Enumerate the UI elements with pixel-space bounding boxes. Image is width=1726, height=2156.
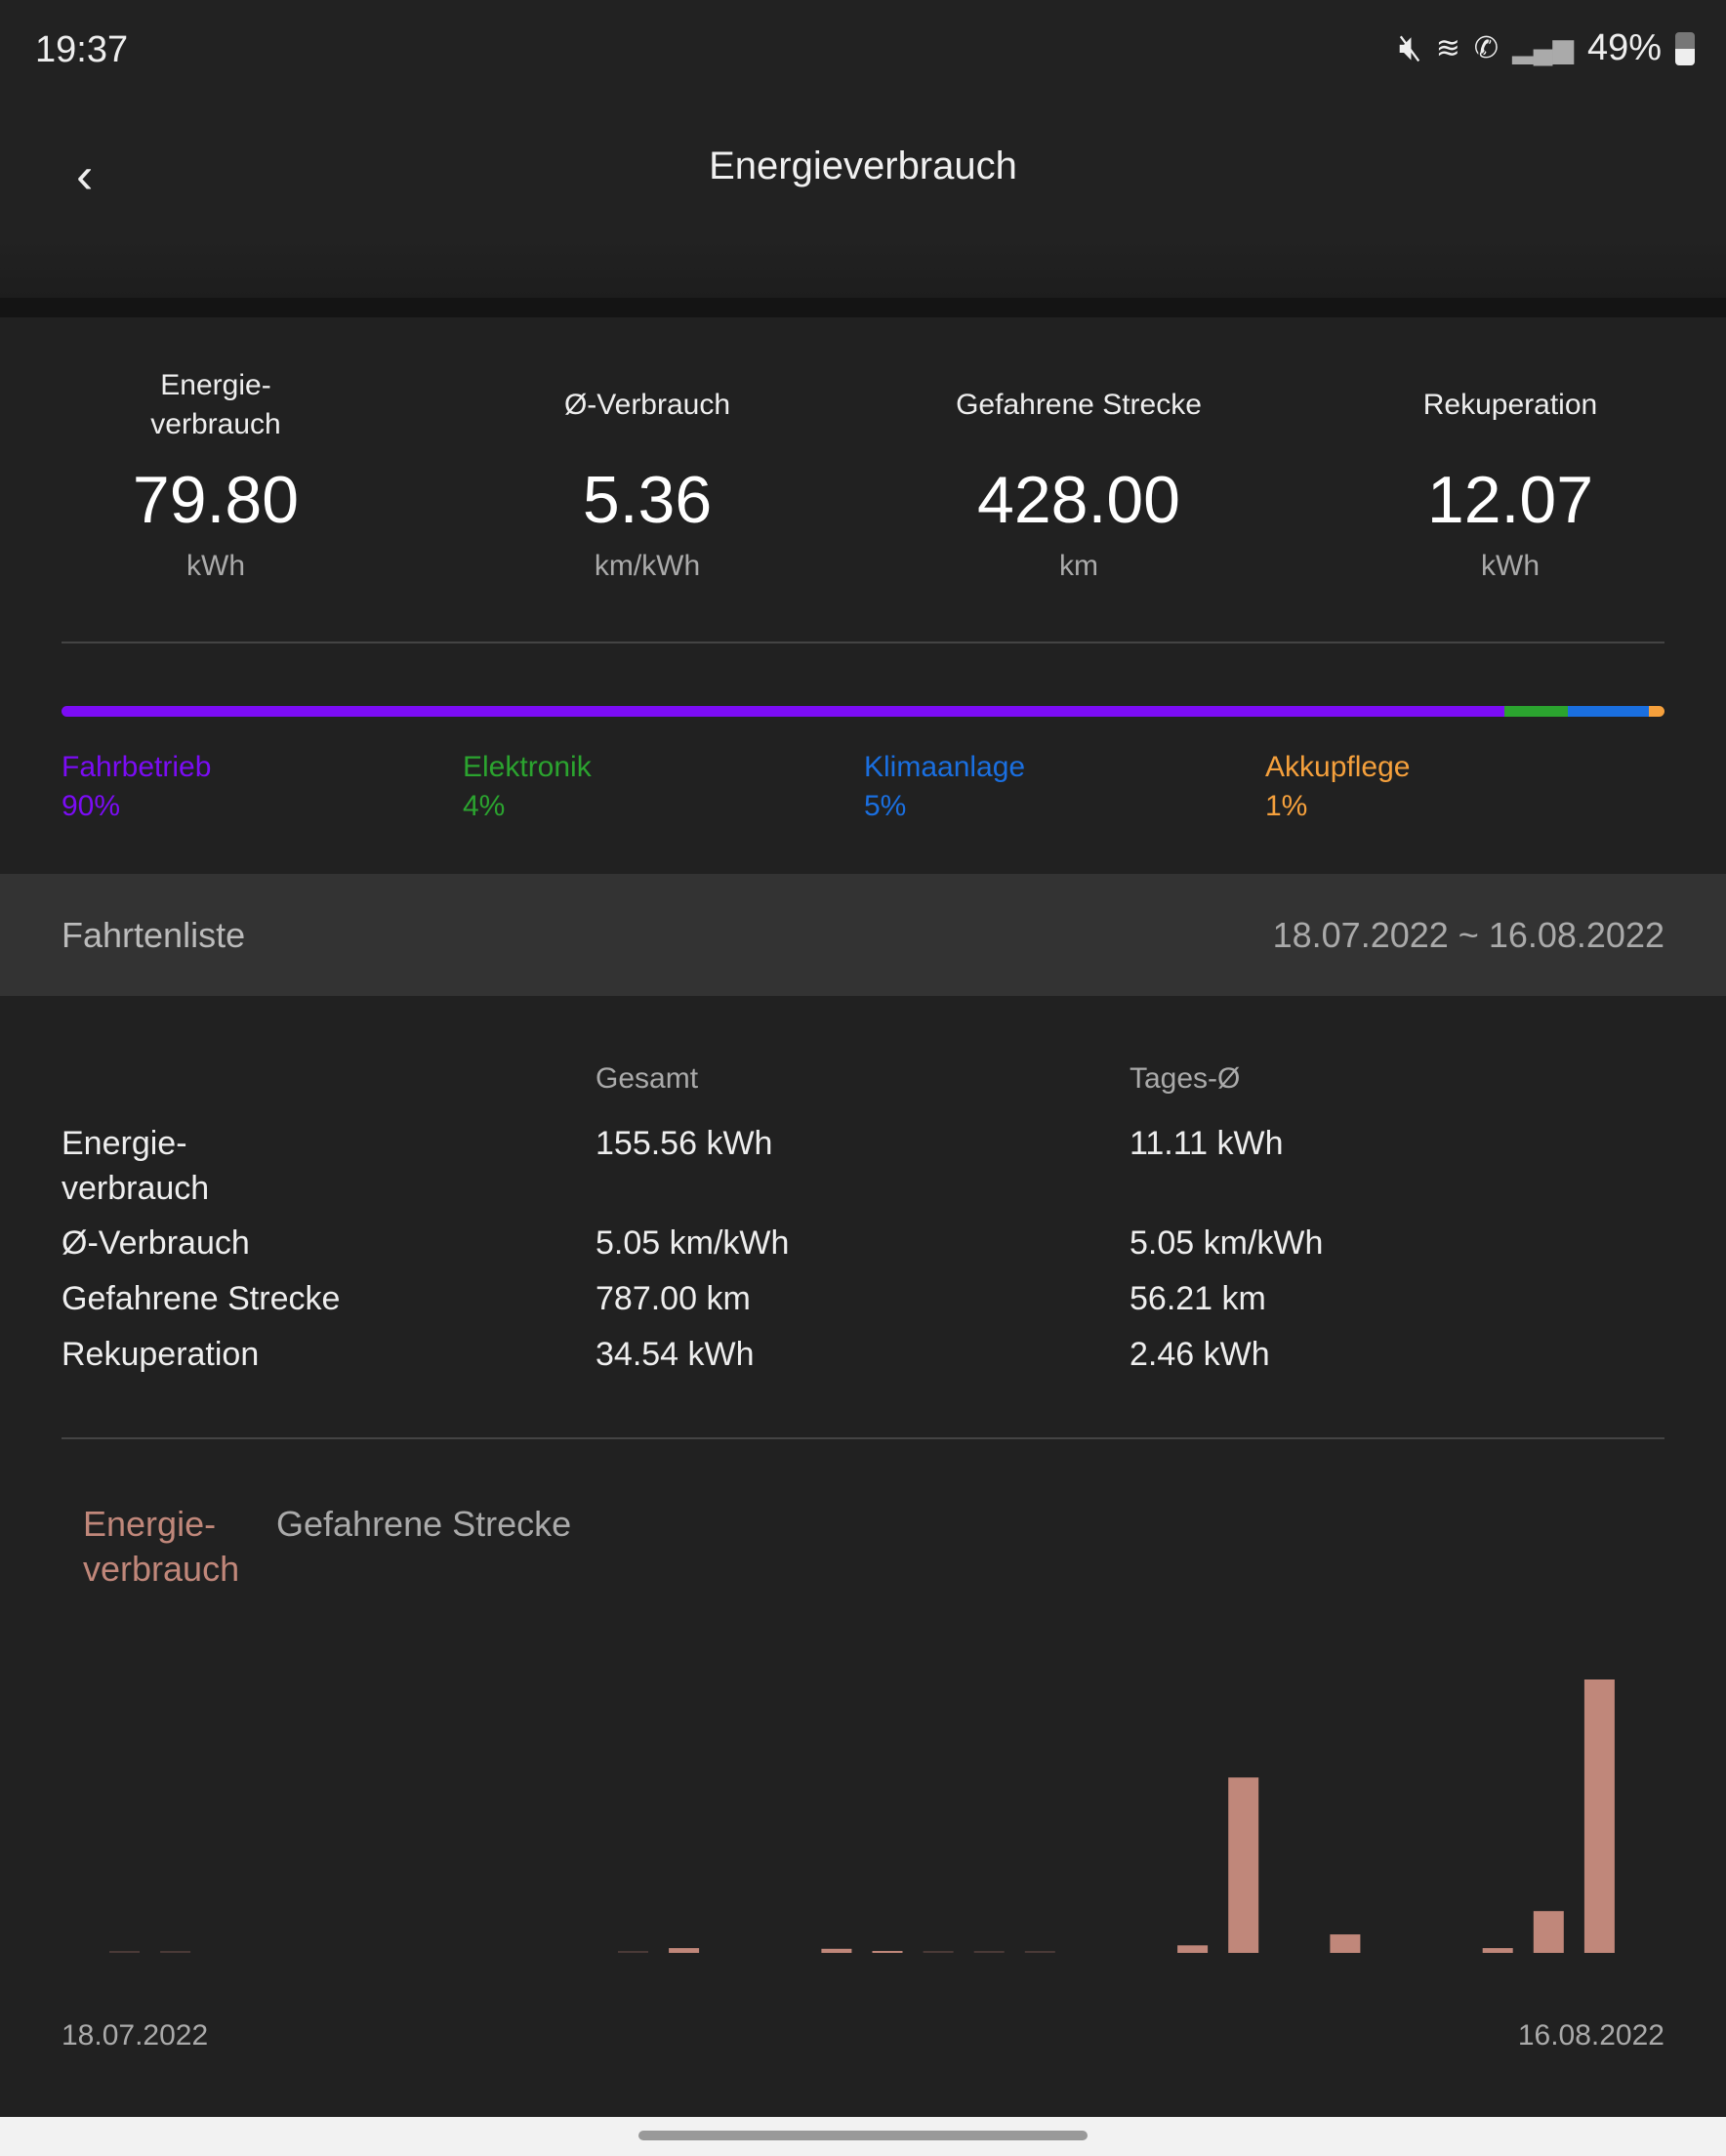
- summary-daily: 2.46 kWh: [1130, 1336, 1270, 1373]
- stat-unit: km/kWh: [594, 550, 701, 582]
- segment-fahrbetrieb: [62, 706, 1504, 717]
- bar-day-25[interactable]: [1330, 1934, 1361, 1953]
- chart-end-date: 16.08.2022: [1517, 2019, 1664, 2052]
- legend-label: Fahrbetrieb: [62, 751, 212, 783]
- summary-label: Ø-Verbrauch: [62, 1224, 250, 1262]
- column-header-total: Gesamt: [596, 1062, 699, 1095]
- tab-distance[interactable]: Gefahrene Strecke: [276, 1504, 572, 1544]
- wifi-calling-icon: ✆: [1473, 32, 1500, 64]
- stat-unit: kWh: [186, 550, 245, 582]
- back-button[interactable]: ‹: [76, 146, 93, 205]
- legend-percent: 5%: [864, 790, 907, 822]
- bar-day-18[interactable]: [973, 1951, 1005, 1953]
- segment-akkupflege: [1648, 706, 1664, 717]
- legend-item: Fahrbetrieb 90%: [62, 748, 211, 826]
- battery-percent: 49%: [1586, 27, 1662, 68]
- segment-klimaanlage: [1568, 706, 1649, 717]
- stat-label: Gefahrene Strecke: [956, 389, 1202, 421]
- clock: 19:37: [35, 29, 129, 70]
- bar-day-1[interactable]: [109, 1951, 140, 1953]
- summary-total: 787.00 km: [596, 1280, 751, 1317]
- stat-value: 12.07: [1426, 463, 1594, 537]
- bar-day-30[interactable]: [1583, 1679, 1615, 1953]
- summary-daily: 11.11 kWh: [1130, 1125, 1284, 1162]
- wifi-icon: ≋: [1435, 32, 1460, 64]
- trip-list-title: Fahrtenliste: [62, 915, 246, 955]
- legend-item: Klimaanlage 5%: [864, 748, 1025, 826]
- summary-total: 155.56 kWh: [596, 1125, 773, 1162]
- bar-day-19[interactable]: [1024, 1951, 1055, 1953]
- tab-energy[interactable]: Energie- verbrauch: [83, 1504, 240, 1589]
- home-handle[interactable]: [638, 2131, 1088, 2140]
- summary-label: Rekuperation: [62, 1336, 260, 1373]
- divider: [0, 298, 1726, 317]
- stat-3: Rekuperation 12.07 kWh: [1295, 366, 1725, 583]
- bar-day-2[interactable]: [160, 1951, 191, 1953]
- summary-label: Energie- verbrauch: [62, 1125, 210, 1207]
- divider: [62, 642, 1664, 643]
- page-title: Energieverbrauch: [709, 145, 1017, 187]
- stat-value: 428.00: [977, 463, 1180, 537]
- bar-day-29[interactable]: [1533, 1911, 1564, 1953]
- legend-item: Akkupflege 1%: [1265, 748, 1410, 826]
- bar-day-23[interactable]: [1228, 1777, 1259, 1953]
- stat-label: Ø-Verbrauch: [563, 389, 731, 421]
- divider: [62, 1437, 1664, 1439]
- legend-percent: 90%: [62, 790, 121, 822]
- bar-day-12[interactable]: [669, 1948, 700, 1953]
- summary-total: 34.54 kWh: [596, 1336, 755, 1373]
- stat-0: Energie- verbrauch 79.80 kWh: [1, 366, 431, 583]
- stat-label: Rekuperation: [1422, 389, 1598, 421]
- mute-icon: 🔇︎: [1398, 27, 1422, 68]
- bar-day-17[interactable]: [923, 1951, 954, 1953]
- navigation-bar: [0, 2117, 1726, 2156]
- bar-day-16[interactable]: [872, 1951, 903, 1953]
- stat-2: Gefahrene Strecke 428.00 km: [864, 366, 1294, 583]
- stat-label: Energie- verbrauch: [150, 369, 281, 440]
- segment-elektronik: [1503, 706, 1569, 717]
- stat-unit: km: [1059, 550, 1098, 582]
- chart-start-date: 18.07.2022: [62, 2019, 209, 2052]
- legend-percent: 1%: [1265, 790, 1308, 822]
- legend-item: Elektronik 4%: [463, 748, 592, 826]
- bar-day-22[interactable]: [1177, 1945, 1209, 1953]
- energy-bar-chart: [109, 1679, 1615, 1953]
- summary-daily: 56.21 km: [1130, 1280, 1266, 1317]
- stat-1: Ø-Verbrauch 5.36 km/kWh: [432, 366, 862, 583]
- legend-percent: 4%: [463, 790, 506, 822]
- bar-day-28[interactable]: [1482, 1948, 1513, 1953]
- date-range[interactable]: 18.07.2022 ~ 16.08.2022: [1272, 915, 1664, 955]
- chevron-left-icon: ‹: [76, 147, 94, 204]
- stat-unit: kWh: [1481, 550, 1540, 582]
- app-header: ‹ Energieverbrauch: [0, 98, 1726, 298]
- bar-day-11[interactable]: [618, 1951, 648, 1953]
- battery-icon: [1675, 31, 1695, 65]
- energy-breakdown-bar: [62, 706, 1664, 717]
- stat-value: 79.80: [132, 463, 300, 537]
- summary-label: Gefahrene Strecke: [62, 1280, 341, 1317]
- trip-list-header[interactable]: Fahrtenliste 18.07.2022 ~ 16.08.2022: [0, 874, 1726, 996]
- stat-value: 5.36: [582, 463, 713, 537]
- bar-day-15[interactable]: [821, 1948, 852, 1953]
- status-bar: 19:37 🔇︎ ≋ ✆ ▂▄▆ 49%: [0, 0, 1726, 98]
- legend-label: Akkupflege: [1265, 751, 1411, 783]
- legend-label: Elektronik: [463, 751, 592, 783]
- column-header-daily: Tages-Ø: [1130, 1062, 1241, 1095]
- signal-icon: ▂▄▆: [1512, 33, 1574, 63]
- summary-total: 5.05 km/kWh: [596, 1224, 790, 1262]
- summary-daily: 5.05 km/kWh: [1130, 1224, 1324, 1262]
- legend-label: Klimaanlage: [864, 751, 1026, 783]
